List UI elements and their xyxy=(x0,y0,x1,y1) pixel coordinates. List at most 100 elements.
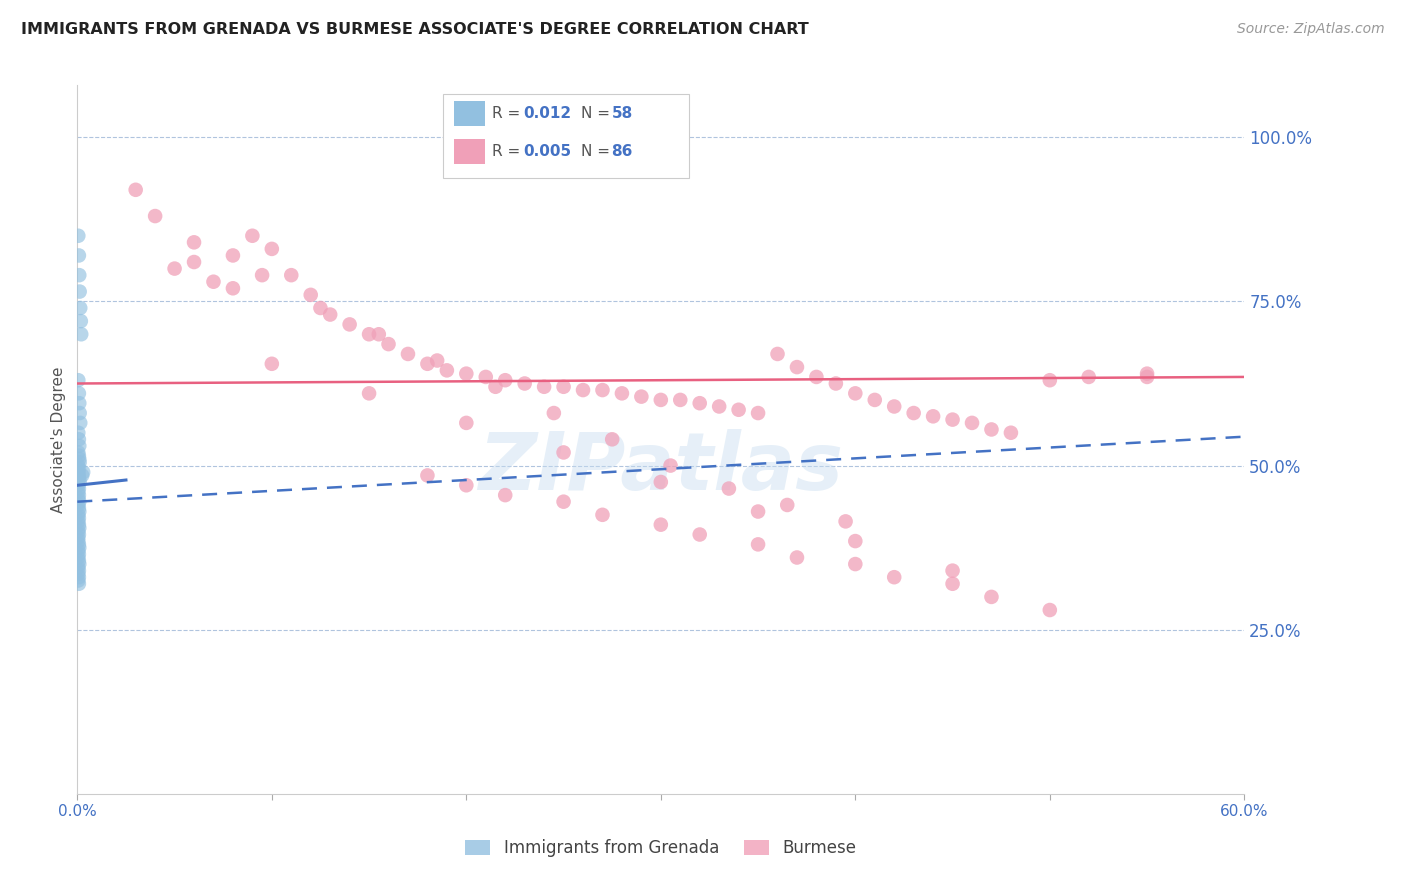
Point xyxy=(319,308,342,322)
Point xyxy=(67,449,90,463)
Point xyxy=(67,570,90,584)
Text: R =: R = xyxy=(492,106,526,120)
Point xyxy=(67,472,90,486)
Point xyxy=(543,406,565,420)
Point xyxy=(67,527,90,541)
Point xyxy=(299,288,322,302)
Point xyxy=(980,590,1002,604)
Point xyxy=(69,475,91,489)
Point xyxy=(69,406,91,420)
Point xyxy=(786,360,808,375)
Point xyxy=(69,416,91,430)
Text: 0.005: 0.005 xyxy=(523,145,571,159)
Point xyxy=(1000,425,1022,440)
Point xyxy=(143,209,166,223)
Point xyxy=(1136,370,1159,384)
Point xyxy=(309,301,332,315)
Point xyxy=(250,268,273,282)
Point xyxy=(67,560,90,574)
Point xyxy=(600,433,623,447)
Point xyxy=(67,534,90,549)
Point xyxy=(533,380,555,394)
Point xyxy=(377,337,399,351)
Point xyxy=(426,353,449,368)
Legend: Immigrants from Grenada, Burmese: Immigrants from Grenada, Burmese xyxy=(458,832,863,863)
Point xyxy=(67,433,90,447)
Point xyxy=(67,515,90,529)
Point xyxy=(67,557,90,571)
Point xyxy=(630,390,652,404)
Point xyxy=(883,400,905,414)
Point xyxy=(494,488,516,502)
Point xyxy=(650,392,672,407)
Point xyxy=(67,504,90,518)
Point xyxy=(67,396,90,410)
Point xyxy=(67,517,90,532)
Point xyxy=(67,484,90,499)
Text: Source: ZipAtlas.com: Source: ZipAtlas.com xyxy=(1237,22,1385,37)
Point xyxy=(124,183,148,197)
Text: 0.012: 0.012 xyxy=(523,106,571,120)
Point xyxy=(367,327,389,342)
Point xyxy=(883,570,905,584)
Point xyxy=(67,544,90,558)
Point xyxy=(844,386,866,401)
Point xyxy=(396,347,419,361)
Point xyxy=(222,281,245,295)
Point xyxy=(67,576,90,591)
Point xyxy=(67,439,90,453)
Point xyxy=(922,409,945,424)
Point xyxy=(67,488,90,502)
Point xyxy=(553,494,575,508)
Point xyxy=(1039,603,1062,617)
Point xyxy=(806,370,828,384)
Text: ZIPatlas: ZIPatlas xyxy=(478,429,844,507)
Text: 86: 86 xyxy=(612,145,633,159)
Text: 58: 58 xyxy=(612,106,633,120)
Point xyxy=(67,452,90,467)
Point xyxy=(709,400,731,414)
Point xyxy=(70,327,93,342)
Point xyxy=(592,383,614,397)
Point xyxy=(183,255,205,269)
Point xyxy=(747,504,769,518)
Point xyxy=(727,402,749,417)
Point xyxy=(1077,370,1099,384)
Point xyxy=(610,386,633,401)
Point xyxy=(339,318,361,332)
Point xyxy=(67,425,90,440)
Point xyxy=(67,550,90,565)
Point xyxy=(669,392,692,407)
Point xyxy=(1136,367,1159,381)
Point xyxy=(67,574,90,588)
Point xyxy=(659,458,682,473)
Point xyxy=(67,498,90,512)
Point xyxy=(69,314,91,328)
Point xyxy=(766,347,789,361)
Point xyxy=(717,482,740,496)
Point xyxy=(1039,373,1062,387)
Text: N =: N = xyxy=(581,145,614,159)
Point xyxy=(824,376,846,391)
Point xyxy=(67,531,90,545)
Point xyxy=(67,268,90,282)
Point xyxy=(456,478,478,492)
Y-axis label: Associate's Degree: Associate's Degree xyxy=(51,366,66,513)
Point xyxy=(553,380,575,394)
Point xyxy=(67,465,90,479)
Point xyxy=(242,228,264,243)
Point xyxy=(67,478,90,492)
Point xyxy=(222,248,245,262)
Point xyxy=(67,373,90,387)
Point xyxy=(67,482,90,496)
Point xyxy=(650,475,672,489)
Point xyxy=(416,468,439,483)
Point xyxy=(689,396,711,410)
Point xyxy=(260,242,283,256)
Point xyxy=(67,462,90,476)
Point xyxy=(183,235,205,250)
Point xyxy=(163,261,186,276)
Point xyxy=(903,406,925,420)
Point xyxy=(456,416,478,430)
Point xyxy=(67,524,90,539)
